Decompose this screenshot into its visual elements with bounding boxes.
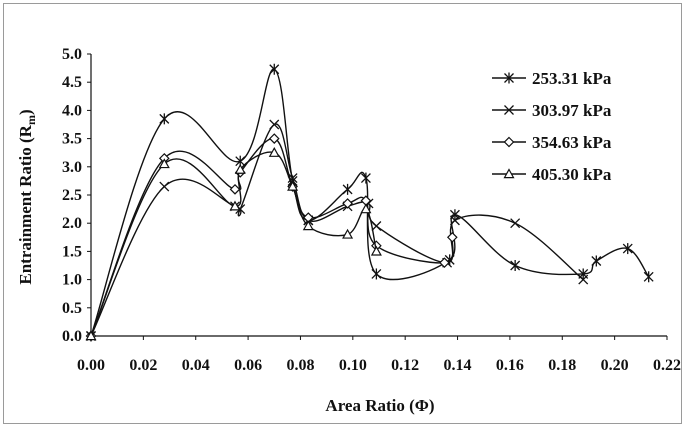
data-point (229, 200, 241, 211)
data-point (269, 119, 280, 130)
x-tick-label: 0.20 (601, 357, 629, 374)
data-point (342, 198, 353, 209)
data-point (439, 257, 450, 269)
marker-stroke (371, 221, 382, 231)
legend-label: 354.63 kPa (532, 133, 612, 152)
marker-stroke (510, 218, 521, 229)
legend-label: 405.30 kPa (532, 165, 612, 184)
x-tick-label: 0.18 (548, 357, 576, 374)
legend-item: 303.97 kPa (492, 101, 612, 120)
data-point (371, 221, 382, 231)
data-point (229, 184, 241, 195)
data-point (370, 245, 382, 256)
y-tick-label: 5.0 (62, 46, 82, 63)
data-point (159, 113, 170, 125)
x-tick-label: 0.16 (496, 357, 524, 374)
data-point (360, 203, 372, 214)
x-tick-label: 0.04 (182, 357, 210, 374)
data-point (510, 218, 521, 229)
y-tick-label: 1.0 (62, 272, 82, 289)
y-axis-title-tail: ) (16, 109, 35, 115)
legend-marker (504, 105, 514, 115)
x-tick-label: 0.06 (234, 357, 262, 374)
x-axis-title: Area Ratio (Φ) (325, 396, 434, 415)
data-point (446, 231, 458, 243)
y-axis-title-sub: m (24, 115, 38, 125)
marker-stroke (578, 274, 589, 285)
legend-marker (503, 168, 515, 179)
x-tick-label: 0.10 (339, 357, 367, 374)
data-point (591, 255, 602, 267)
data-point (622, 243, 633, 255)
y-tick-label: 2.5 (62, 187, 82, 204)
marker-stroke (269, 119, 280, 130)
x-tick-label: 0.14 (444, 357, 472, 374)
data-point (269, 63, 280, 75)
data-point (371, 268, 382, 280)
marker-stroke (504, 105, 514, 115)
y-tick-label: 0.0 (62, 328, 82, 345)
legend: 253.31 kPa 303.97 kPa 354.63 kPa 405.30 kPa (492, 69, 612, 184)
data-point (449, 215, 460, 226)
legend-item: 253.31 kPa (492, 69, 612, 88)
y-axis-title: Entrainment Ratio (Rm) (16, 109, 38, 284)
marker-stroke (159, 181, 170, 192)
data-point (342, 183, 353, 195)
y-tick-label: 3.5 (62, 131, 82, 148)
data-point (158, 158, 170, 169)
x-tick-label: 0.08 (286, 357, 314, 374)
x-tick-label: 0.22 (653, 357, 681, 374)
data-point (643, 271, 654, 283)
legend-item: 405.30 kPa (492, 165, 612, 184)
legend-label: 253.31 kPa (532, 69, 612, 88)
y-tick-label: 4.5 (62, 74, 82, 91)
data-point (510, 260, 521, 271)
chart-border (3, 3, 682, 424)
marker-stroke (449, 215, 460, 226)
data-point (302, 220, 314, 231)
legend-marker (504, 72, 514, 84)
y-tick-label: 0.5 (62, 300, 82, 317)
legend-marker (503, 136, 515, 148)
data-point (342, 228, 354, 239)
legend-item: 354.63 kPa (492, 133, 612, 152)
legend-label: 303.97 kPa (532, 101, 612, 120)
ticks: 0.00 0.02 0.04 0.06 0.08 0.10 0.12 0.14 0.16 0.18… (62, 46, 681, 374)
data-point (268, 146, 280, 157)
x-tick-label: 0.00 (77, 357, 105, 374)
y-tick-label: 3.0 (62, 159, 82, 176)
series-line (90, 151, 378, 337)
y-tick-label: 2.0 (62, 215, 82, 232)
data-point (234, 163, 246, 174)
series-layer (85, 63, 654, 342)
x-tick-label: 0.02 (129, 357, 157, 374)
data-point (360, 172, 371, 184)
data-point (85, 330, 97, 341)
data-point (287, 180, 299, 191)
data-point (159, 181, 170, 192)
x-tick-label: 0.12 (391, 357, 419, 374)
marker-stroke (235, 204, 246, 215)
y-axis-title-main: Entrainment Ratio (R (16, 124, 35, 284)
data-point (268, 133, 280, 144)
series-1 (86, 63, 654, 342)
series-line (90, 137, 454, 337)
y-tick-label: 4.0 (62, 102, 82, 119)
series-2 (86, 119, 589, 341)
y-tick-label: 1.5 (62, 243, 82, 260)
data-point (578, 274, 589, 285)
series-4 (85, 146, 382, 341)
axes (90, 54, 667, 337)
